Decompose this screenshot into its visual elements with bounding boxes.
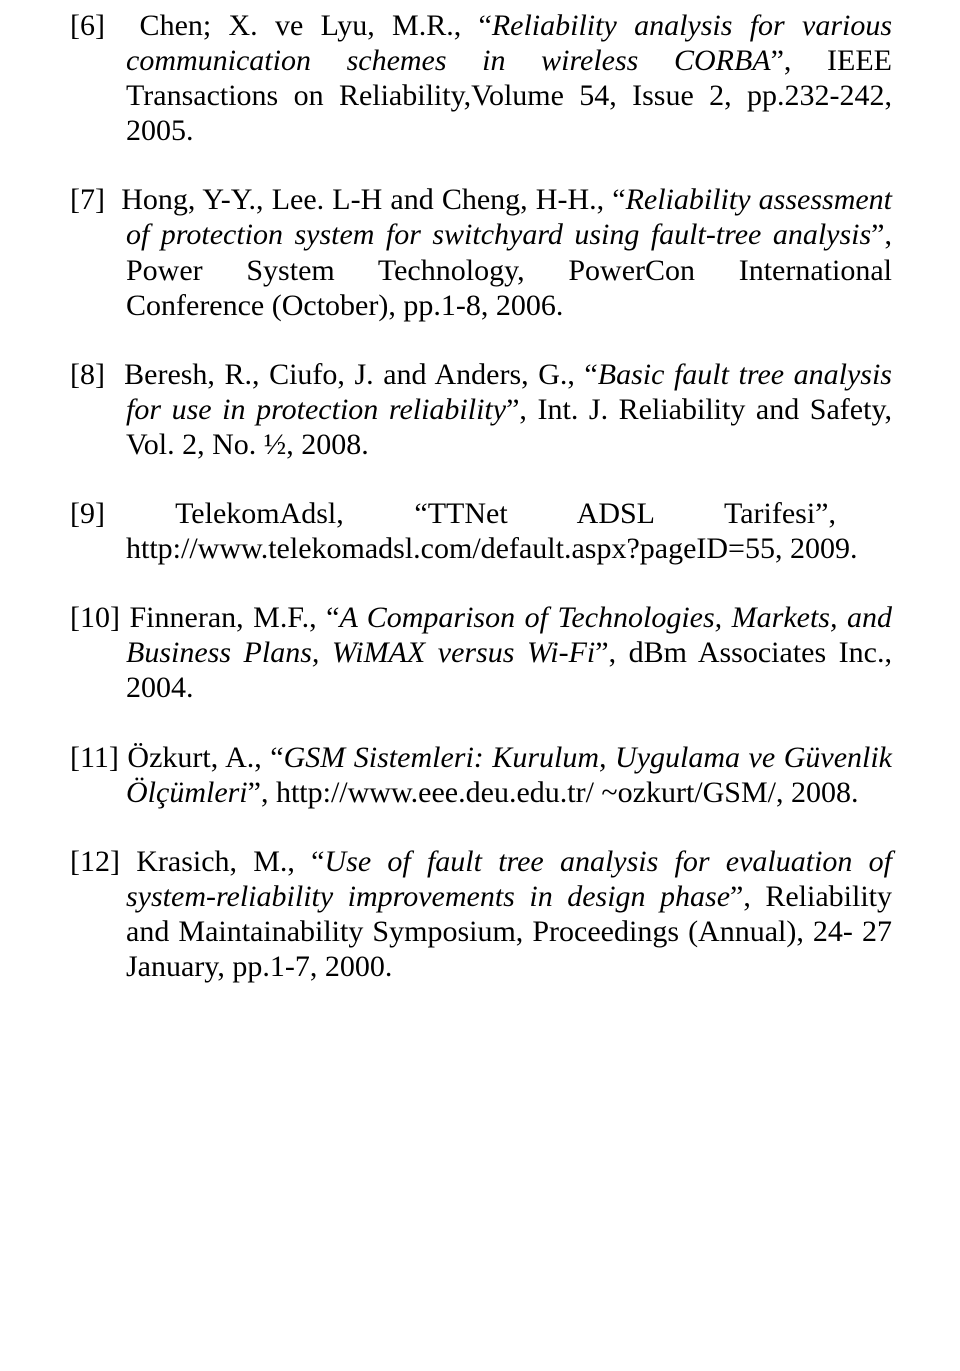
ref-text: [6] Chen; X. ve Lyu, M.R., “ <box>70 9 492 42</box>
reference-10: [10] Finneran, M.F., “A Comparison of Te… <box>70 600 892 705</box>
ref-text: [8] Beresh, R., Ciufo, J. and Anders, G.… <box>70 358 598 391</box>
reference-8: [8] Beresh, R., Ciufo, J. and Anders, G.… <box>70 357 892 462</box>
ref-text: [11] Özkurt, A., “ <box>70 741 284 774</box>
ref-text: [9] <box>70 497 105 530</box>
ref-text: http://www.telekomadsl.com/default.aspx?… <box>126 532 857 565</box>
ref-text: Tarifesi”, <box>724 497 836 530</box>
ref-text: ”, http://www.eee.deu.edu.tr/ ~ozkurt/GS… <box>248 776 859 809</box>
ref-text: [10] Finneran, M.F., “ <box>70 601 339 634</box>
reference-12: [12] Krasich, M., “Use of fault tree ana… <box>70 844 892 984</box>
ref-text: TelekomAdsl, <box>175 497 344 530</box>
reference-9: [9] TelekomAdsl, “TTNet ADSL Tarifesi”, … <box>70 496 892 566</box>
reference-7: [7] Hong, Y-Y., Lee. L-H and Cheng, H-H.… <box>70 182 892 322</box>
reference-6: [6] Chen; X. ve Lyu, M.R., “Reliability … <box>70 8 892 148</box>
ref-text: ADSL <box>577 497 654 530</box>
reference-11: [11] Özkurt, A., “GSM Sistemleri: Kurulu… <box>70 740 892 810</box>
ref-text: “TTNet <box>414 497 507 530</box>
ref-text: [7] Hong, Y-Y., Lee. L-H and Cheng, H-H.… <box>70 183 626 216</box>
ref-text: [12] Krasich, M., “ <box>70 845 324 878</box>
ref-line: [9] TelekomAdsl, “TTNet ADSL Tarifesi”, <box>70 496 836 531</box>
